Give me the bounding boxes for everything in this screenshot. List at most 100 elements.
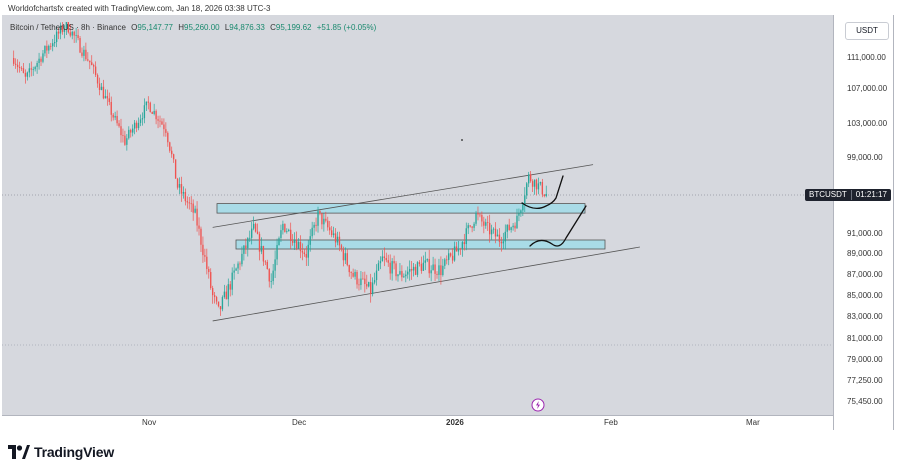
candle-body — [231, 272, 233, 290]
candle-body — [291, 240, 294, 243]
candle-body — [529, 174, 532, 182]
candle-body — [204, 255, 206, 257]
marker-dot — [461, 139, 463, 141]
candle-body — [163, 124, 165, 130]
candle-body — [48, 45, 50, 51]
candle-body — [118, 123, 120, 127]
candle-body — [448, 253, 450, 260]
time-axis[interactable] — [2, 415, 833, 431]
candle-body — [383, 256, 386, 259]
candle-body — [227, 284, 229, 300]
candle-body — [506, 224, 508, 232]
time-tick-label: 2026 — [446, 418, 464, 427]
symbol-label: Bitcoin / TetherUS · 8h · Binance — [10, 23, 126, 32]
candle-body — [210, 272, 212, 289]
price-tick-label: 81,000.00 — [847, 334, 883, 343]
candle-body — [276, 245, 278, 260]
candle-body — [524, 195, 526, 205]
candle-body — [471, 226, 473, 228]
candle-body — [309, 236, 311, 245]
candle-body — [539, 182, 542, 184]
candle-body — [393, 261, 395, 264]
candle-body — [262, 246, 265, 262]
candle-body — [243, 245, 245, 254]
candle-body — [434, 264, 436, 274]
time-tick-label: Dec — [292, 418, 307, 427]
candle-body — [299, 242, 302, 252]
candle-body — [330, 230, 333, 236]
candle-body — [510, 227, 512, 231]
candle-body — [490, 229, 493, 235]
candle-body — [213, 295, 216, 298]
candle-body — [190, 203, 192, 205]
candle-body — [104, 96, 107, 99]
candle-body — [420, 263, 423, 271]
price-tick-label: 107,000.00 — [847, 84, 888, 93]
price-tick-label: 79,000.00 — [847, 355, 883, 364]
candle-body — [475, 212, 477, 224]
low-value: 94,876.33 — [229, 23, 265, 32]
candle-body — [290, 229, 292, 241]
candle-body — [40, 58, 42, 62]
price-tick-label: 99,000.00 — [847, 153, 883, 162]
candle-body — [22, 68, 25, 73]
candle-body — [350, 272, 352, 273]
candle-body — [360, 278, 362, 286]
candle-body — [481, 214, 483, 222]
currency-button[interactable]: USDT — [845, 22, 889, 40]
candle-body — [348, 265, 350, 273]
candle-body — [375, 270, 378, 281]
ohlc-legend: Bitcoin / TetherUS · 8h · Binance O95,14… — [10, 23, 376, 32]
candle-body — [53, 42, 56, 44]
tradingview-logo-icon — [8, 445, 30, 459]
candle-body — [188, 202, 190, 204]
go-to-realtime-icon[interactable] — [531, 398, 545, 412]
candle-body — [114, 115, 116, 118]
candle-body — [16, 64, 19, 67]
candle-body — [235, 268, 237, 271]
candle-body — [89, 60, 91, 63]
candle-body — [108, 98, 110, 103]
candle-body — [174, 159, 177, 179]
candle-body — [469, 225, 471, 227]
candle-body — [286, 231, 288, 232]
candle-body — [55, 31, 58, 43]
candle-body — [508, 224, 510, 231]
candle-body — [77, 35, 79, 39]
candle-body — [494, 228, 497, 237]
candle-body — [364, 278, 366, 285]
candle-body — [498, 234, 501, 242]
channel-upper-line — [212, 164, 594, 228]
candle-body — [137, 122, 140, 129]
candle-body — [102, 86, 105, 99]
price-tick-label: 89,000.00 — [847, 249, 883, 258]
candle-body — [171, 150, 173, 155]
candle-body — [354, 271, 356, 277]
candle-body — [251, 228, 253, 238]
price-axis[interactable] — [833, 15, 894, 430]
candle-body — [346, 253, 348, 266]
candle-body — [270, 281, 272, 282]
candle-body — [487, 222, 489, 223]
candle-body — [71, 31, 73, 36]
candle-body — [368, 282, 370, 287]
candle-body — [147, 101, 149, 103]
candle-body — [541, 182, 544, 195]
candle-body — [44, 45, 46, 54]
candle-body — [272, 270, 274, 282]
chart-pane[interactable] — [2, 15, 833, 430]
candle-body — [57, 31, 60, 34]
candle-body — [338, 236, 341, 246]
candle-body — [410, 268, 413, 271]
price-tick-label: 91,000.00 — [847, 229, 883, 238]
candle-body — [459, 248, 462, 250]
candle-body — [479, 214, 481, 216]
candle-body — [223, 291, 226, 298]
candle-body — [215, 297, 218, 302]
candle-body — [198, 225, 200, 229]
candle-body — [20, 67, 23, 69]
tradingview-brand[interactable]: TradingView — [8, 442, 114, 462]
price-tag-divider — [850, 189, 852, 200]
candle-body — [151, 112, 153, 114]
candle-body — [155, 110, 157, 120]
